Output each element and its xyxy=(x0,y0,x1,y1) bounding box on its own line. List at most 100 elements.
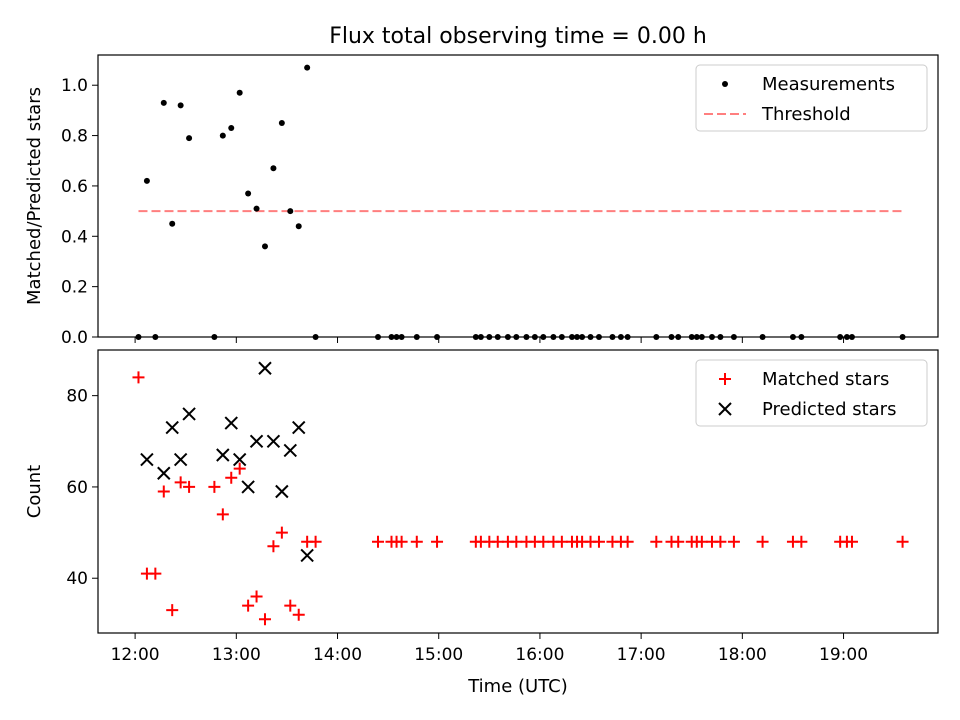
x-tick-label: 13:00 xyxy=(212,645,261,665)
data-point xyxy=(795,535,808,548)
data-point xyxy=(592,535,605,548)
data-point xyxy=(275,484,289,499)
y-tick-label: 1.0 xyxy=(61,76,88,96)
data-point xyxy=(672,535,685,548)
y-tick-label: 0.6 xyxy=(61,177,88,197)
data-point xyxy=(617,334,624,340)
data-point xyxy=(798,334,805,340)
data-point xyxy=(216,508,229,521)
data-point xyxy=(295,223,302,230)
data-point xyxy=(292,420,306,435)
data-point xyxy=(233,462,246,475)
data-point xyxy=(695,535,708,548)
data-point xyxy=(477,334,484,340)
data-point xyxy=(388,334,395,340)
data-point xyxy=(714,535,727,548)
data-point xyxy=(143,177,150,184)
data-point xyxy=(555,535,568,548)
data-point xyxy=(228,125,235,132)
data-point xyxy=(292,608,305,621)
data-point xyxy=(848,334,855,340)
legend-marker xyxy=(718,402,732,416)
data-point xyxy=(152,334,159,340)
data-point xyxy=(579,334,586,340)
data-point xyxy=(621,535,634,548)
top-panel-measurements: 0.0 0.2 0.4 0.6 0.8 1.0 Matched/Predicted star… xyxy=(24,54,939,348)
data-point xyxy=(249,434,264,448)
data-point xyxy=(759,334,766,340)
data-point xyxy=(698,334,705,340)
data-point xyxy=(177,102,184,109)
legend-label: Matched stars xyxy=(762,369,889,390)
data-point xyxy=(540,334,547,340)
data-point xyxy=(165,420,179,435)
y-tick-label: 0.2 xyxy=(61,278,88,298)
series-predicted-stars xyxy=(140,361,314,563)
data-point xyxy=(266,434,281,448)
y-tick-label: 60 xyxy=(66,478,88,498)
data-point xyxy=(166,604,179,617)
legend-box xyxy=(695,359,928,427)
data-point xyxy=(587,334,594,340)
data-point xyxy=(837,334,844,340)
data-point xyxy=(261,243,268,250)
y-tick-label: 0.0 xyxy=(61,328,88,348)
data-point xyxy=(375,334,381,340)
data-point xyxy=(149,567,162,580)
data-point xyxy=(241,480,255,494)
data-point xyxy=(491,535,504,548)
x-tick-label: 16:00 xyxy=(515,645,564,665)
data-point xyxy=(242,599,255,612)
bottom-panel-counts: 12:00 13:00 14:00 15:00 16:00 17:00 18:00 19:00… xyxy=(24,349,939,665)
series-matched-stars xyxy=(132,371,909,626)
plot-frame xyxy=(97,349,939,634)
legend-marker xyxy=(719,373,731,385)
data-point xyxy=(513,334,520,340)
y-axis-label: Matched/Predicted stars xyxy=(24,87,45,305)
data-point xyxy=(410,535,423,548)
data-point xyxy=(245,190,252,197)
data-point xyxy=(789,334,796,340)
x-tick-label: 14:00 xyxy=(313,645,362,665)
data-point xyxy=(183,480,196,493)
data-point xyxy=(135,334,142,340)
data-point xyxy=(730,334,737,340)
data-point xyxy=(224,416,238,430)
data-point xyxy=(653,334,660,340)
legend-label: Measurements xyxy=(762,74,895,95)
data-point xyxy=(182,407,196,421)
legend: Matched stars Predicted stars xyxy=(695,359,928,427)
series-measurements xyxy=(135,64,906,340)
x-tick-label: 18:00 xyxy=(718,645,767,665)
data-point xyxy=(393,334,400,340)
data-point xyxy=(510,535,523,548)
data-point xyxy=(284,599,297,612)
data-point xyxy=(270,165,277,172)
data-point xyxy=(494,334,501,340)
data-point xyxy=(287,208,294,215)
data-point xyxy=(211,334,218,340)
data-point xyxy=(756,535,769,548)
y-tick-label: 40 xyxy=(66,569,88,589)
y-tick-label: 0.4 xyxy=(61,227,88,247)
legend-label: Predicted stars xyxy=(762,399,896,420)
data-point xyxy=(395,535,408,548)
data-point xyxy=(486,334,493,340)
data-point xyxy=(372,535,384,548)
data-point xyxy=(304,64,311,71)
data-point xyxy=(225,471,238,484)
data-point xyxy=(132,371,145,384)
x-tick-label: 19:00 xyxy=(819,645,868,665)
y-tick-label: 0.8 xyxy=(61,127,88,147)
data-point xyxy=(624,334,631,340)
y-tick-label: 80 xyxy=(66,387,88,407)
data-point xyxy=(688,334,695,340)
data-point xyxy=(727,535,740,548)
data-point xyxy=(550,334,557,340)
data-point xyxy=(896,535,909,548)
data-point xyxy=(609,334,616,340)
data-point xyxy=(595,334,602,340)
data-point xyxy=(531,334,538,340)
data-point xyxy=(693,334,700,340)
data-point xyxy=(668,334,675,340)
